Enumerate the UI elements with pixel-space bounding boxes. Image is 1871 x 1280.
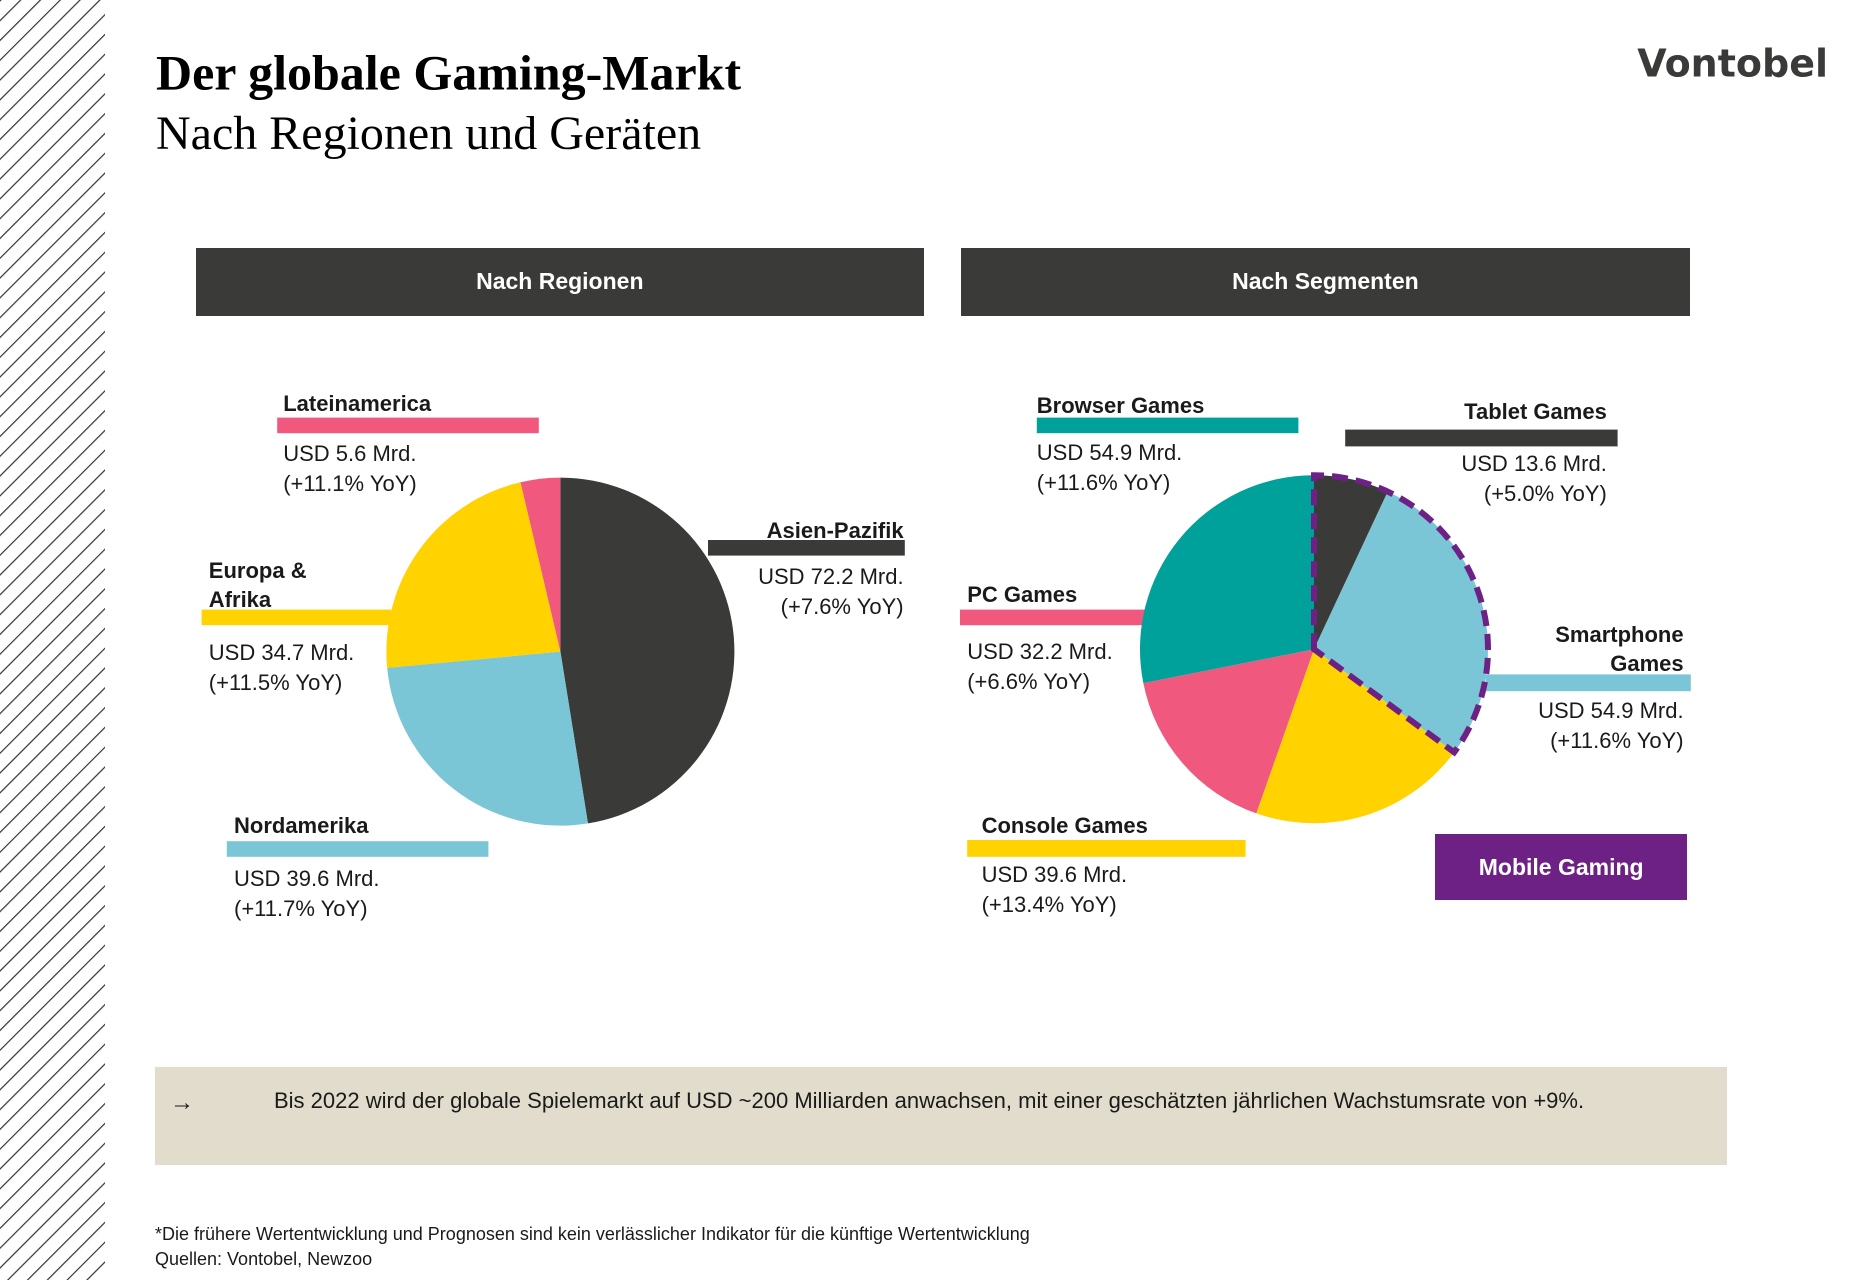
slice-growth: (+11.7% YoY) (234, 895, 368, 921)
highlight-label: Mobile Gaming (1435, 834, 1688, 900)
slice-name: Smartphone Games (1555, 622, 1684, 677)
pie-slice (1143, 649, 1314, 814)
slice-value: USD 34.7 Mrd. (208, 640, 355, 666)
pie-slice (1314, 475, 1388, 650)
label-bar (201, 609, 392, 626)
subtitle: Nach Regionen und Geräten (156, 107, 701, 160)
slice-growth: (+6.6% YoY) (967, 669, 1091, 695)
slice-name: Console Games (981, 813, 1148, 839)
slice-growth: (+13.4% YoY) (981, 892, 1117, 918)
slice-growth: (+5.0% YoY) (1483, 480, 1607, 506)
slice-name: Tablet Games (1464, 399, 1607, 425)
label-bar (226, 841, 489, 857)
slice-growth: (+11.5% YoY) (208, 670, 343, 696)
slice-growth: (+11.6% YoY) (1036, 469, 1171, 495)
pie-slice (1314, 491, 1489, 753)
slice-name: Lateinamerica (283, 390, 432, 416)
logo: Vontobel (1637, 42, 1828, 86)
title: Der globale Gaming-Markt (156, 44, 741, 100)
slice-value: USD 5.6 Mrd. (283, 441, 417, 467)
slice-value: USD 39.6 Mrd. (234, 865, 380, 891)
slice-growth: (+7.6% YoY) (780, 593, 904, 619)
slice-value: USD 13.6 Mrd. (1461, 450, 1607, 476)
sources: Quellen: Vontobel, Newzoo (155, 1249, 373, 1269)
label-bar (1345, 429, 1618, 447)
label-bar (277, 417, 539, 434)
section-header: Nach Regionen (195, 248, 924, 316)
slice-value: USD 39.6 Mrd. (981, 862, 1128, 888)
pie-slice (1140, 475, 1314, 684)
note-box (155, 1067, 1727, 1165)
pie-slice (1256, 649, 1455, 824)
pie-slice (386, 482, 561, 668)
note-arrow: → (170, 1089, 194, 1116)
slice-name: Asien-Pazifik (766, 517, 904, 543)
slice-value: USD 72.2 Mrd. (758, 563, 904, 589)
hatch-stripe (0, 0, 105, 1280)
pie-slice (560, 477, 735, 824)
slice-value: USD 32.2 Mrd. (967, 639, 1113, 665)
slice-name: PC Games (967, 581, 1078, 607)
slice-growth: (+11.6% YoY) (1550, 727, 1684, 753)
label-bar (1485, 674, 1691, 692)
slice-value: USD 54.9 Mrd. (1036, 439, 1183, 465)
label-bar (967, 840, 1246, 857)
section-header: Nach Segmenten (961, 248, 1690, 316)
note-text: Bis 2022 wird der globale Spielemarkt au… (274, 1088, 1585, 1113)
footnote: *Die frühere Wertentwicklung und Prognos… (155, 1224, 1030, 1244)
pie-slice (520, 477, 561, 652)
label-bar (960, 609, 1146, 626)
slice-name: Browser Games (1036, 393, 1205, 419)
slice-name: Europa & Afrika (208, 557, 307, 612)
highlight-outline (1311, 472, 1491, 757)
slice-value: USD 54.9 Mrd. (1538, 697, 1684, 723)
slice-growth: (+11.1% YoY) (283, 471, 417, 497)
label-bar (1036, 417, 1299, 434)
label-bar (708, 540, 905, 556)
slice-name: Nordamerika (234, 813, 369, 839)
pie-slice (387, 651, 588, 826)
